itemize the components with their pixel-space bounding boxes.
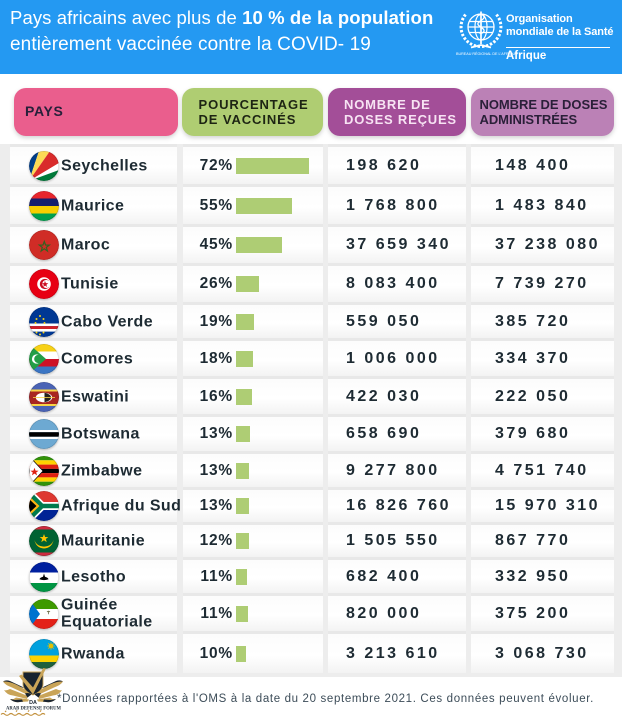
svg-text:ARAB DEFENSE FORUM: ARAB DEFENSE FORUM	[6, 707, 62, 712]
svg-text:DA: DA	[29, 700, 37, 706]
